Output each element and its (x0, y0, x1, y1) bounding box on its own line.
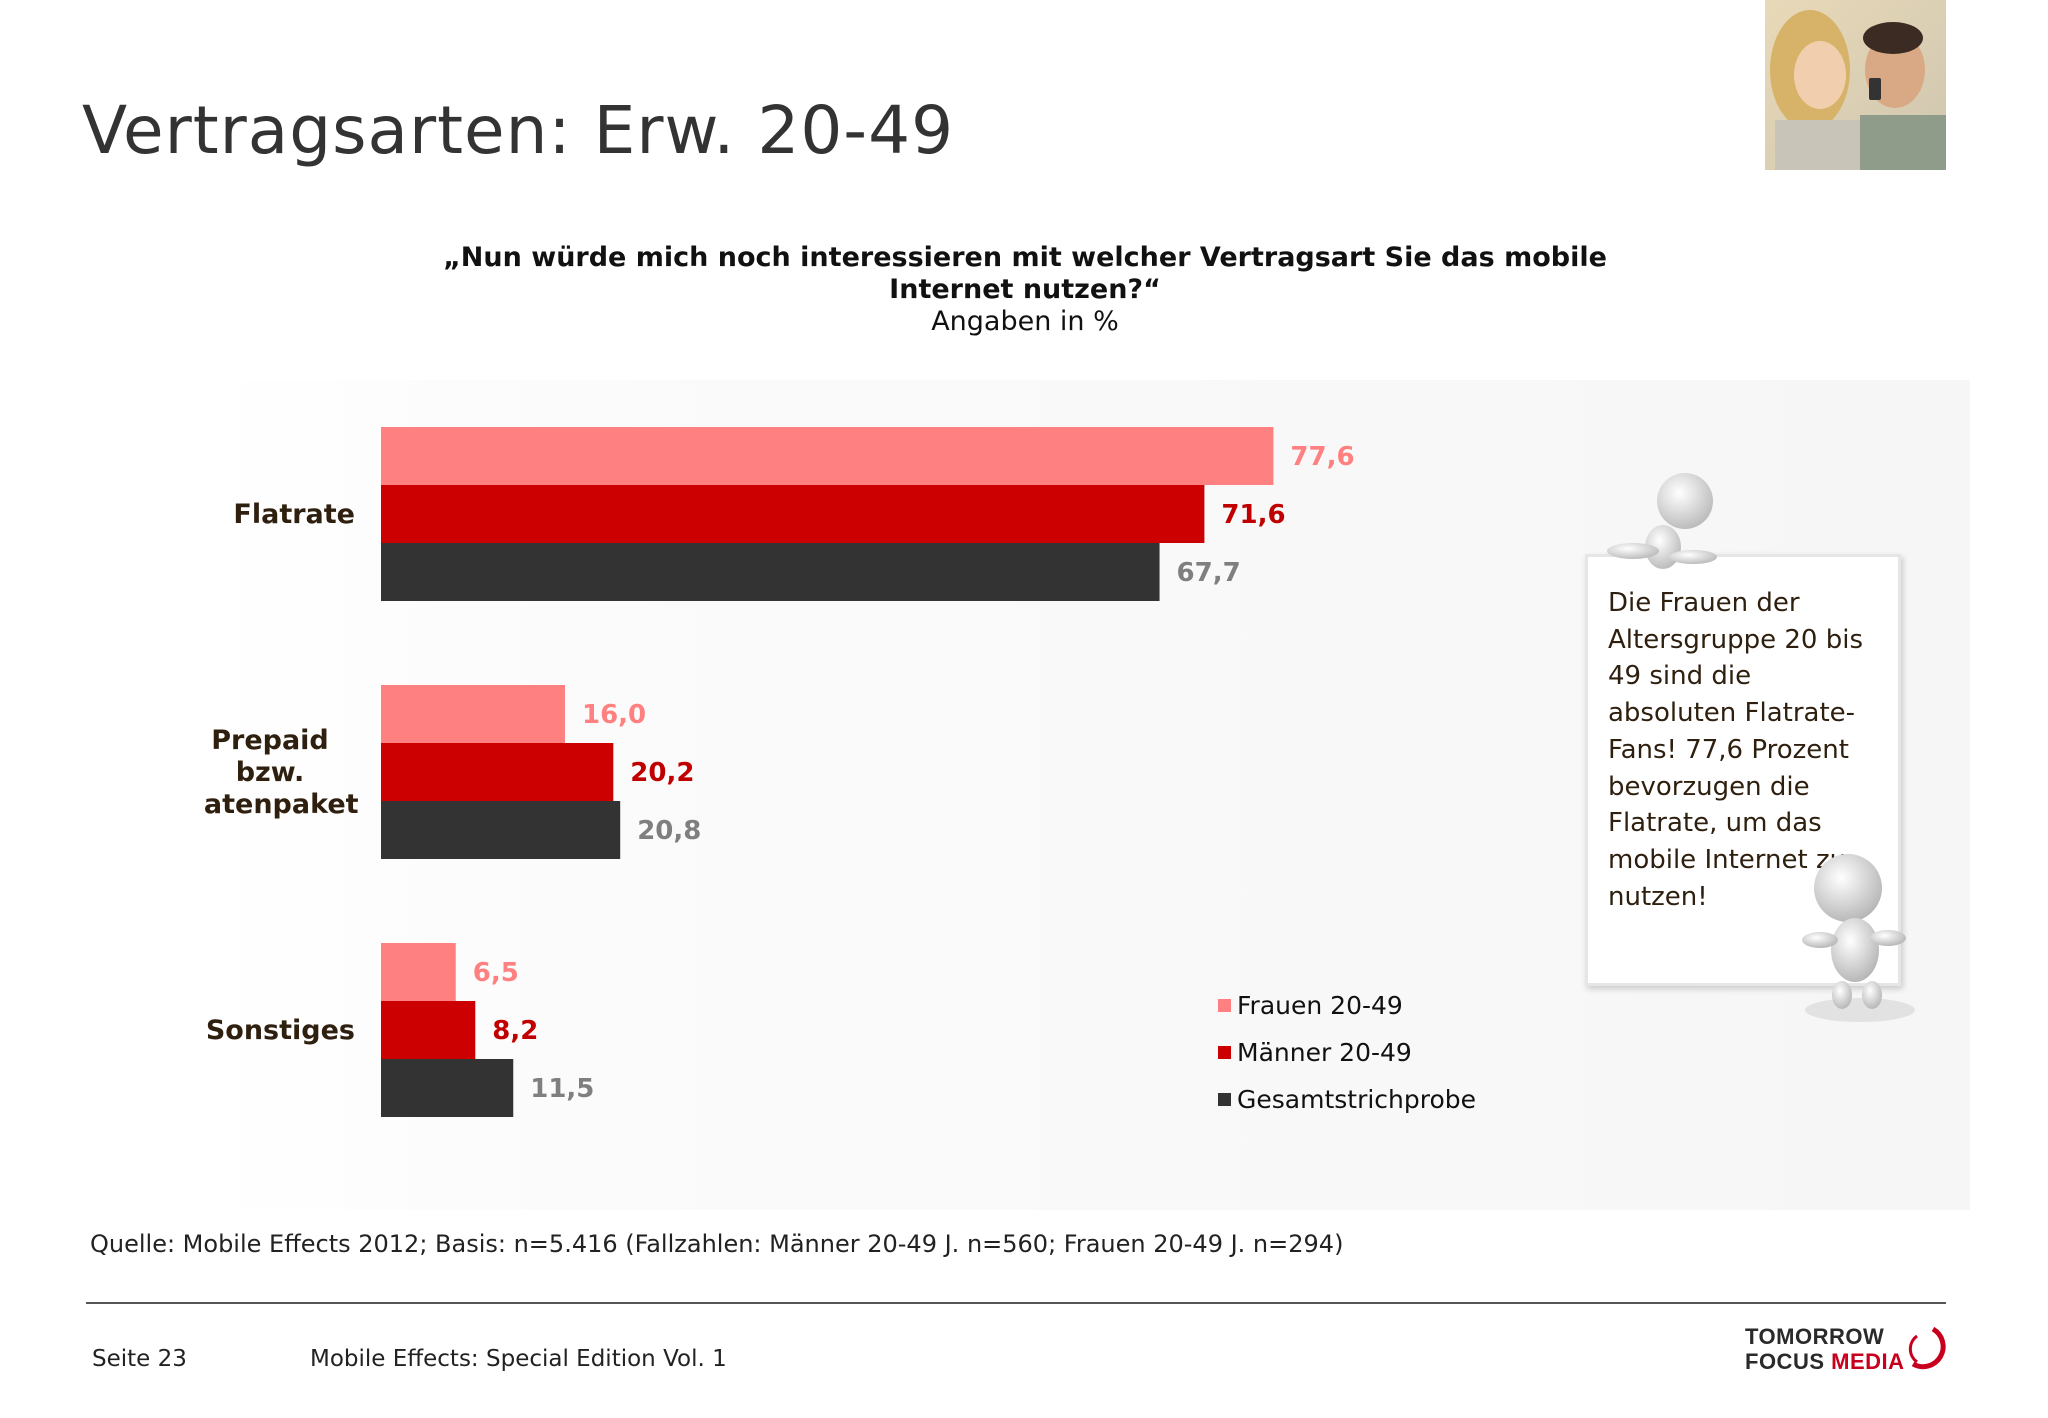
bar-chart: Flatrate 77,671,6 67,7 Prepaidbzw.Datenpake… (205, 427, 1355, 1117)
bar (381, 1059, 514, 1117)
legend-item: Frauen 20-49 (1218, 982, 1476, 1029)
legend-label: Gesamtstrichprobe (1237, 1085, 1477, 1114)
bar (381, 685, 565, 743)
logo-ring-icon (1908, 1326, 1946, 1370)
bar-value-label: 20,8 (637, 816, 701, 846)
bar (381, 801, 621, 859)
publication-name: Mobile Effects: Special Edition Vol. 1 (310, 1346, 727, 1372)
bar (381, 543, 1160, 601)
tomorrow-focus-media-logo: TOMORROW FOCUS MEDIA (1745, 1324, 1955, 1380)
bar-value-label: 20,2 (630, 758, 694, 788)
bar-value-label: 6,5 (473, 958, 519, 988)
bar (381, 427, 1274, 485)
legend-item: Männer 20-49 (1218, 1029, 1476, 1076)
chart-unit-note: Angaben in % (931, 306, 1119, 337)
legend-label: Frauen 20-49 (1237, 991, 1403, 1020)
category-label: Flatrate (233, 499, 355, 530)
bar (381, 485, 1205, 543)
bar-value-label: 8,2 (492, 1016, 538, 1046)
bar (381, 1001, 476, 1059)
logo-media: MEDIA (1831, 1349, 1905, 1374)
footer-divider (86, 1302, 1946, 1304)
bar (381, 943, 456, 1001)
legend-item: Gesamtstrichprobe (1218, 1076, 1476, 1123)
bar-value-label: 16,0 (582, 700, 646, 730)
source-note: Quelle: Mobile Effects 2012; Basis: n=5.… (90, 1230, 1344, 1258)
figure-top-icon (1607, 473, 1717, 569)
logo-line2: FOCUS MEDIA (1745, 1349, 1905, 1375)
logo-focus: FOCUS (1745, 1349, 1825, 1374)
legend-label: Männer 20-49 (1237, 1038, 1412, 1067)
chart-legend: Frauen 20-49 Männer 20-49 Gesamtstrichprob… (1218, 982, 1476, 1123)
couple-photo (1765, 0, 1946, 170)
legend-swatch (1218, 999, 1231, 1012)
page-number: Seite 23 (92, 1346, 187, 1372)
callout-text: Die Frauen der Altersgruppe 20 bis 49 si… (1608, 588, 1863, 912)
chart-question: „Nun würde mich noch interessieren mit w… (443, 242, 1607, 305)
legend-swatch (1218, 1093, 1231, 1106)
bar (381, 743, 614, 801)
bar-value-label: 11,5 (530, 1074, 594, 1104)
bar-value-label: 67,7 (1177, 558, 1241, 588)
bar-value-label: 71,6 (1221, 500, 1285, 530)
bar-value-label: 77,6 (1290, 442, 1354, 472)
legend-swatch (1218, 1046, 1231, 1059)
figure-bottom-icon (1802, 854, 1915, 1022)
logo-line1: TOMORROW (1745, 1324, 1885, 1349)
category-label: Sonstiges (206, 1015, 355, 1046)
page-title: Vertragsarten: Erw. 20-49 (82, 92, 955, 169)
